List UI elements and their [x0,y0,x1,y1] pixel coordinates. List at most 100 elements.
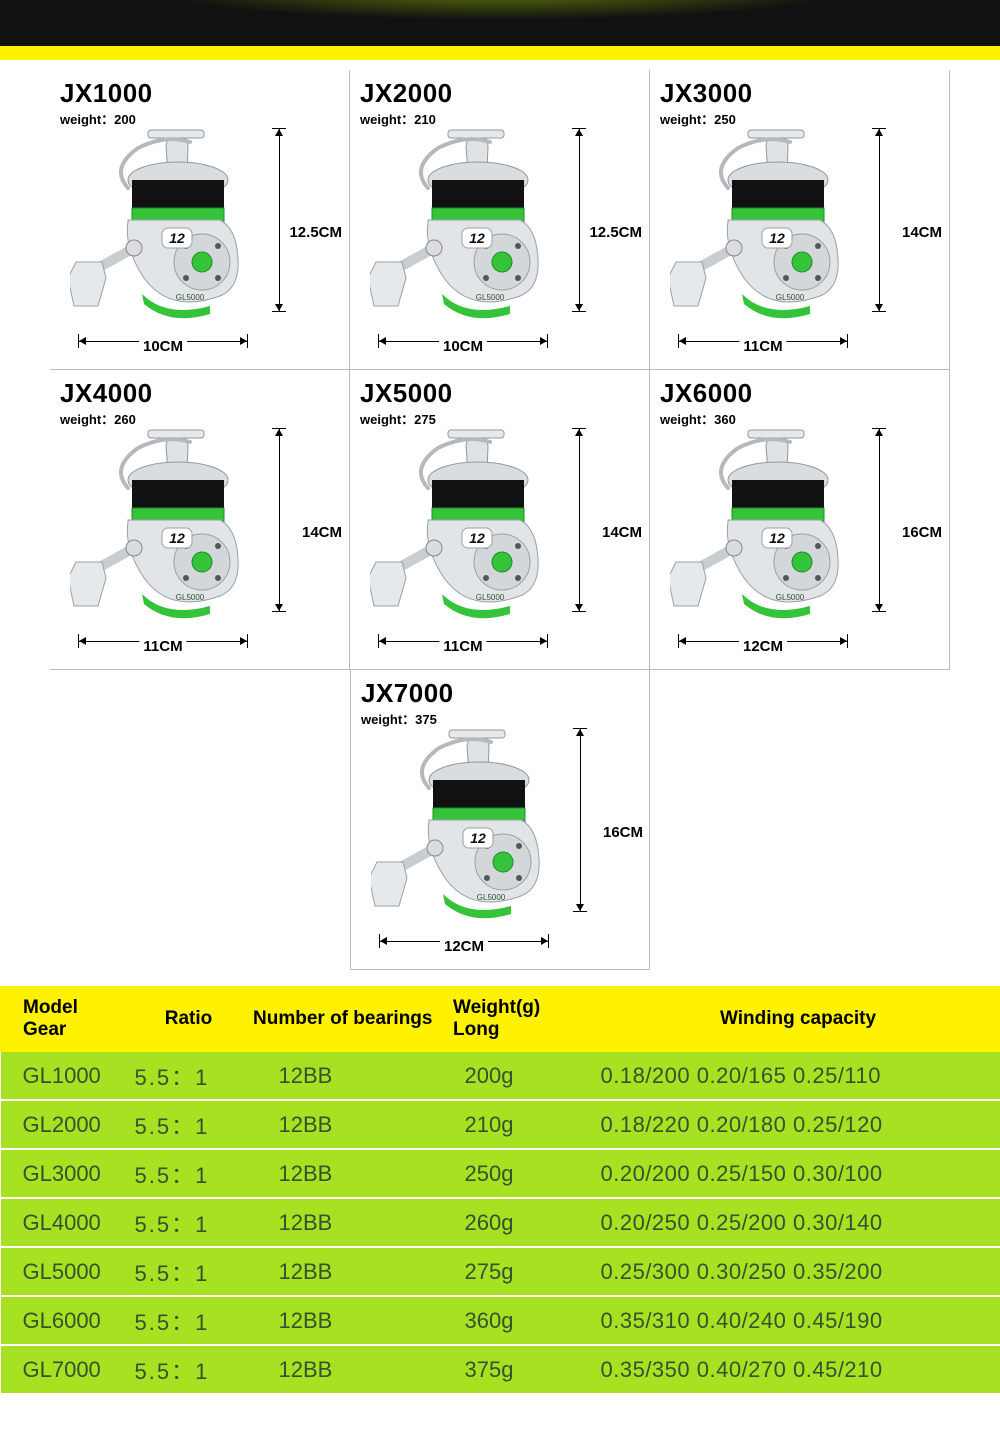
dimension-diagram: 12 GL5000 16CM 12CM [660,428,940,660]
reel-model-text: GL5000 [477,893,506,902]
height-dimension: 12.5CM [578,128,638,340]
cell-bearings: 12BB [247,1149,447,1198]
cell-winding: 0.35/350 0.40/270 0.45/210 [597,1345,1000,1393]
cell-ratio: 5.5：1 [131,1296,247,1345]
dimension-diagram: 12 GL5000 14CM 11CM [60,428,340,660]
model-name: JX7000 [361,678,639,709]
width-value: 11CM [739,338,786,355]
height-dimension: 14CM [278,428,338,640]
cell-weight: 260g [447,1198,597,1247]
reel-illustration: 12 GL5000 [370,128,570,328]
width-dimension: 10CM [78,336,248,358]
reel-icon: 12 GL5000 [370,128,570,328]
reel-badge-text: 12 [469,230,485,246]
cell-weight: 210g [447,1100,597,1149]
width-value: 11CM [139,638,186,655]
reel-illustration: 12 GL5000 [370,428,570,628]
cell-model: GL2000 [1,1100,131,1149]
width-dimension: 11CM [378,636,548,658]
reel-icon: 12 GL5000 [70,128,270,328]
cell-ratio: 5.5：1 [131,1198,247,1247]
height-dimension: 16CM [878,428,938,640]
cell-ratio: 5.5：1 [131,1100,247,1149]
spec-table: Model Gear Ratio Number of bearings Weig… [0,986,1000,1393]
height-value: 12.5CM [589,224,642,241]
col-winding: Winding capacity [597,987,1000,1052]
weight-label: weight：250 [660,109,939,128]
height-dimension: 12.5CM [278,128,338,340]
width-dimension: 11CM [78,636,248,658]
cell-bearings: 12BB [247,1198,447,1247]
height-value: 14CM [602,524,642,541]
reel-model-text: GL5000 [476,293,505,302]
reel-badge-text: 12 [769,230,785,246]
cell-model: GL1000 [1,1052,131,1101]
cell-ratio: 5.5：1 [131,1052,247,1101]
col-bearings: Number of bearings [247,987,447,1052]
product-cards-grid: JX1000weight：200 12 GL5000 12.5CM10CMJX2… [0,60,1000,970]
cell-winding: 0.25/300 0.30/250 0.35/200 [597,1247,1000,1296]
model-name: JX5000 [360,378,639,409]
reel-badge-text: 12 [169,230,185,246]
height-value: 14CM [302,524,342,541]
height-value: 16CM [902,524,942,541]
col-weight: Weight(g) Long [447,987,597,1052]
reel-badge-text: 12 [470,830,486,846]
weight-label: weight：360 [660,409,939,428]
weight-label: weight：200 [60,109,339,128]
height-value: 14CM [902,224,942,241]
width-dimension: 12CM [379,936,549,958]
reel-model-text: GL5000 [476,593,505,602]
width-value: 11CM [439,638,486,655]
spec-table-header-row: Model Gear Ratio Number of bearings Weig… [1,987,1000,1052]
cell-bearings: 12BB [247,1052,447,1101]
cell-bearings: 12BB [247,1100,447,1149]
product-card: JX6000weight：360 12 GL5000 16CM12CM [650,370,950,670]
cell-weight: 250g [447,1149,597,1198]
cell-weight: 200g [447,1052,597,1101]
cell-ratio: 5.5：1 [131,1345,247,1393]
weight-label: weight：275 [360,409,639,428]
width-dimension: 11CM [678,336,848,358]
reel-badge-text: 12 [769,530,785,546]
width-dimension: 12CM [678,636,848,658]
model-name: JX3000 [660,78,939,109]
spec-row: GL40005.5：112BB260g0.20/250 0.25/200 0.3… [1,1198,1000,1247]
product-card: JX1000weight：200 12 GL5000 12.5CM 10CM [50,70,350,370]
reel-badge-text: 12 [169,530,185,546]
spec-row: GL30005.5：112BB250g0.20/200 0.25/150 0.3… [1,1149,1000,1198]
weight-label: weight：260 [60,409,339,428]
reel-model-text: GL5000 [176,293,205,302]
cell-model: GL5000 [1,1247,131,1296]
cell-weight: 375g [447,1345,597,1393]
product-card: JX3000weight：250 12 GL5000 14CM 11CM [650,70,950,370]
cell-ratio: 5.5：1 [131,1149,247,1198]
reel-model-text: GL5000 [776,593,805,602]
col-ratio: Ratio [131,987,247,1052]
spec-row: GL20005.5：112BB210g0.18/220 0.20/180 0.2… [1,1100,1000,1149]
dimension-diagram: 12 GL5000 14CM 11CM [360,428,640,660]
width-value: 12CM [739,638,787,655]
dimension-diagram: 12 GL5000 16CM12CM [361,728,641,960]
reel-model-text: GL5000 [776,293,805,302]
spec-row: GL10005.5：112BB200g0.18/200 0.20/165 0.2… [1,1052,1000,1101]
height-value: 12.5CM [289,224,342,241]
dimension-diagram: 12 GL5000 14CM 11CM [660,128,940,360]
cell-winding: 0.20/200 0.25/150 0.30/100 [597,1149,1000,1198]
model-name: JX1000 [60,78,339,109]
weight-label: weight：210 [360,109,639,128]
cell-winding: 0.18/200 0.20/165 0.25/110 [597,1052,1000,1101]
spec-row: GL50005.5：112BB275g0.25/300 0.30/250 0.3… [1,1247,1000,1296]
reel-illustration: 12 GL5000 [70,128,270,328]
width-value: 12CM [440,938,488,955]
cell-model: GL3000 [1,1149,131,1198]
reel-illustration: 12 GL5000 [70,428,270,628]
reel-illustration: 12 GL5000 [670,428,870,628]
reel-illustration: 12 GL5000 [371,728,571,928]
spec-row: GL70005.5：112BB375g0.35/350 0.40/270 0.4… [1,1345,1000,1393]
height-dimension: 14CM [878,128,938,340]
width-value: 10CM [139,338,187,355]
cell-winding: 0.18/220 0.20/180 0.25/120 [597,1100,1000,1149]
dimension-diagram: 12 GL5000 12.5CM 10CM [60,128,340,360]
reel-icon: 12 GL5000 [370,428,570,628]
